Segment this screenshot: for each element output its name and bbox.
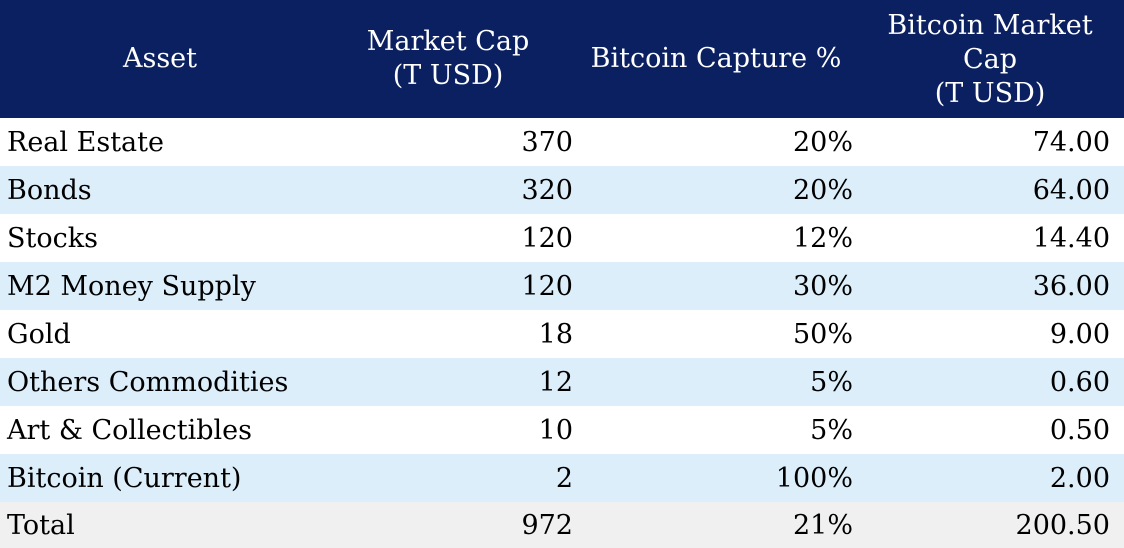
header-asset: Asset (122, 43, 198, 74)
cell-capture: 50% (792, 318, 853, 350)
table-row: Bitcoin (Current) 2 100% 2.00 (0, 454, 1124, 502)
cell-market-cap: 12 (538, 366, 573, 398)
cell-asset: Bitcoin (Current) (7, 462, 242, 494)
cell-capture: 20% (792, 126, 853, 158)
cell-btc-cap: 9.00 (1049, 318, 1110, 350)
table-row: Gold 18 50% 9.00 (0, 310, 1124, 358)
table-row: Art & Collectibles 10 5% 0.50 (0, 406, 1124, 454)
cell-asset: Gold (7, 318, 71, 350)
header-market-cap: Market Cap (T USD) (366, 26, 530, 91)
cell-btc-cap: 0.60 (1049, 366, 1110, 398)
cell-market-cap: 370 (521, 126, 573, 158)
header-bitcoin-market-cap: Bitcoin Market Cap (T USD) (887, 10, 1093, 109)
cell-btc-cap: 14.40 (1032, 222, 1110, 254)
cell-market-cap: 120 (521, 270, 573, 302)
table-row: Others Commodities 12 5% 0.60 (0, 358, 1124, 406)
table-row: M2 Money Supply 120 30% 36.00 (0, 262, 1124, 310)
cell-asset: Real Estate (7, 126, 164, 158)
table-row: Bonds 320 20% 64.00 (0, 166, 1124, 214)
cell-capture: 12% (792, 222, 853, 254)
cell-asset: Others Commodities (7, 366, 289, 398)
cell-capture: 100% (775, 462, 853, 494)
cell-asset: Stocks (7, 222, 98, 254)
cell-asset: Bonds (7, 174, 92, 206)
cell-market-cap: 320 (521, 174, 573, 206)
cell-btc-cap: 2.00 (1049, 462, 1110, 494)
cell-total-label: Total (7, 509, 75, 541)
cell-market-cap: 18 (538, 318, 573, 350)
cell-market-cap: 120 (521, 222, 573, 254)
cell-total-btc-cap: 200.50 (1015, 509, 1110, 541)
table-header: Asset Market Cap (T USD) Bitcoin Capture… (0, 0, 1124, 118)
cell-market-cap: 2 (555, 462, 573, 494)
cell-capture: 5% (810, 414, 853, 446)
cell-btc-cap: 36.00 (1032, 270, 1110, 302)
cell-capture: 5% (810, 366, 853, 398)
table-row: Real Estate 370 20% 74.00 (0, 118, 1124, 166)
cell-btc-cap: 0.50 (1049, 414, 1110, 446)
cell-asset: Art & Collectibles (7, 414, 252, 446)
total-row: Total 972 21% 200.50 (0, 502, 1124, 548)
cell-asset: M2 Money Supply (7, 270, 256, 302)
cell-btc-cap: 74.00 (1032, 126, 1110, 158)
cell-total-capture: 21% (792, 509, 853, 541)
cell-btc-cap: 64.00 (1032, 174, 1110, 206)
cell-capture: 30% (792, 270, 853, 302)
cell-capture: 20% (792, 174, 853, 206)
cell-total-market-cap: 972 (521, 509, 573, 541)
header-bitcoin-capture: Bitcoin Capture % (590, 43, 842, 74)
table-row: Stocks 120 12% 14.40 (0, 214, 1124, 262)
cell-market-cap: 10 (538, 414, 573, 446)
